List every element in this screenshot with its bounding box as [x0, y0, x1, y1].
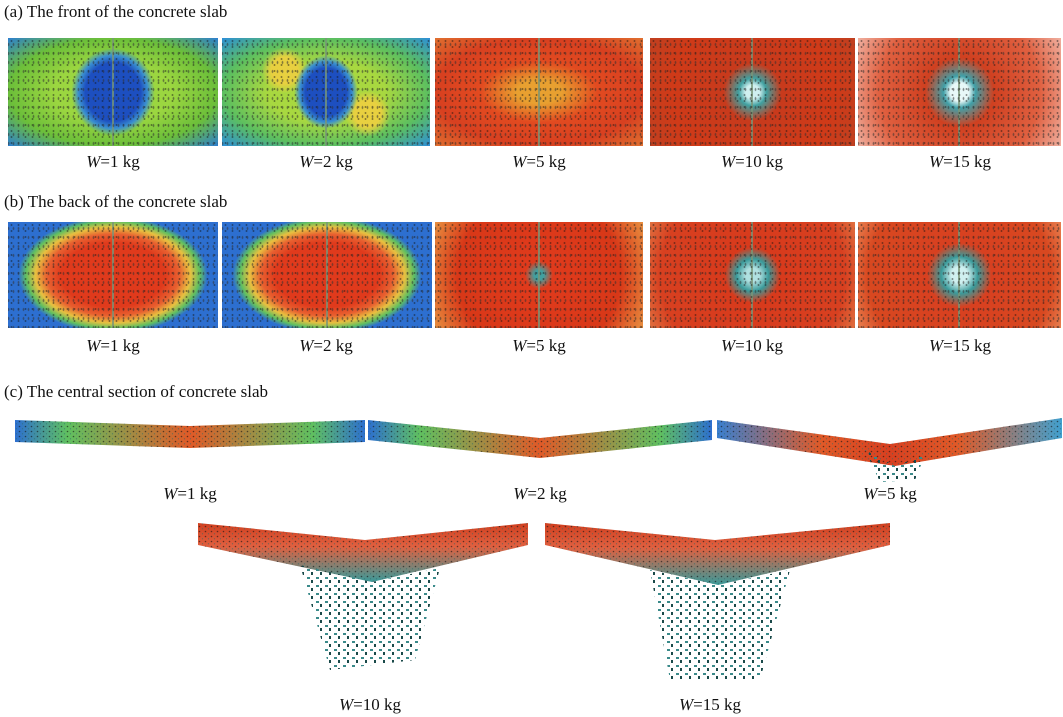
- section-title: (a) The front of the concrete slab: [4, 2, 227, 22]
- caption-text: =15 kg: [943, 152, 991, 171]
- caption-symbol: W: [513, 484, 527, 503]
- caption: W=2 kg: [226, 336, 426, 356]
- caption-text: =10 kg: [735, 336, 783, 355]
- caption-text: =2 kg: [527, 484, 566, 503]
- caption-symbol: W: [863, 484, 877, 503]
- caption: W=15 kg: [610, 695, 810, 715]
- caption: W=2 kg: [440, 484, 640, 504]
- slab-image: [650, 38, 855, 146]
- caption-symbol: W: [86, 336, 100, 355]
- caption: W=1 kg: [13, 152, 213, 172]
- caption-symbol: W: [299, 152, 313, 171]
- caption-text: =1 kg: [177, 484, 216, 503]
- caption-text: =10 kg: [735, 152, 783, 171]
- figure: (a) The front of the concrete slab W=1 k…: [0, 0, 1063, 717]
- caption-symbol: W: [721, 336, 735, 355]
- caption-symbol: W: [512, 336, 526, 355]
- caption-text: =5 kg: [877, 484, 916, 503]
- caption-symbol: W: [679, 695, 693, 714]
- caption: W=10 kg: [652, 336, 852, 356]
- caption-symbol: W: [339, 695, 353, 714]
- caption-text: =2 kg: [313, 336, 352, 355]
- section-title: (b) The back of the concrete slab: [4, 192, 227, 212]
- slab-image: [435, 222, 643, 328]
- caption: W=15 kg: [860, 152, 1060, 172]
- slab-image: [858, 38, 1061, 146]
- caption: W=5 kg: [439, 152, 639, 172]
- caption: W=1 kg: [13, 336, 213, 356]
- caption-text: =15 kg: [693, 695, 741, 714]
- caption-symbol: W: [929, 152, 943, 171]
- caption: W=15 kg: [860, 336, 1060, 356]
- slab-image: [858, 222, 1061, 328]
- slab-image: [222, 222, 432, 328]
- slab-image: [8, 222, 218, 328]
- slab-image: [650, 222, 855, 328]
- caption: W=1 kg: [90, 484, 290, 504]
- section-strip: [15, 418, 1062, 680]
- caption: W=5 kg: [790, 484, 990, 504]
- caption-text: =15 kg: [943, 336, 991, 355]
- caption-text: =5 kg: [526, 152, 565, 171]
- caption: W=10 kg: [652, 152, 852, 172]
- slab-image: [8, 38, 218, 146]
- caption-symbol: W: [929, 336, 943, 355]
- caption-symbol: W: [86, 152, 100, 171]
- caption-symbol: W: [721, 152, 735, 171]
- caption-symbol: W: [299, 336, 313, 355]
- caption-symbol: W: [512, 152, 526, 171]
- caption: W=5 kg: [439, 336, 639, 356]
- caption-text: =10 kg: [353, 695, 401, 714]
- caption-text: =2 kg: [313, 152, 352, 171]
- slab-image: [435, 38, 643, 146]
- slab-image: [222, 38, 430, 146]
- caption-text: =1 kg: [100, 336, 139, 355]
- caption-text: =1 kg: [100, 152, 139, 171]
- caption-text: =5 kg: [526, 336, 565, 355]
- section-images: [0, 400, 1063, 690]
- section-title: (c) The central section of concrete slab: [4, 382, 268, 402]
- caption: W=10 kg: [270, 695, 470, 715]
- caption-symbol: W: [163, 484, 177, 503]
- caption: W=2 kg: [226, 152, 426, 172]
